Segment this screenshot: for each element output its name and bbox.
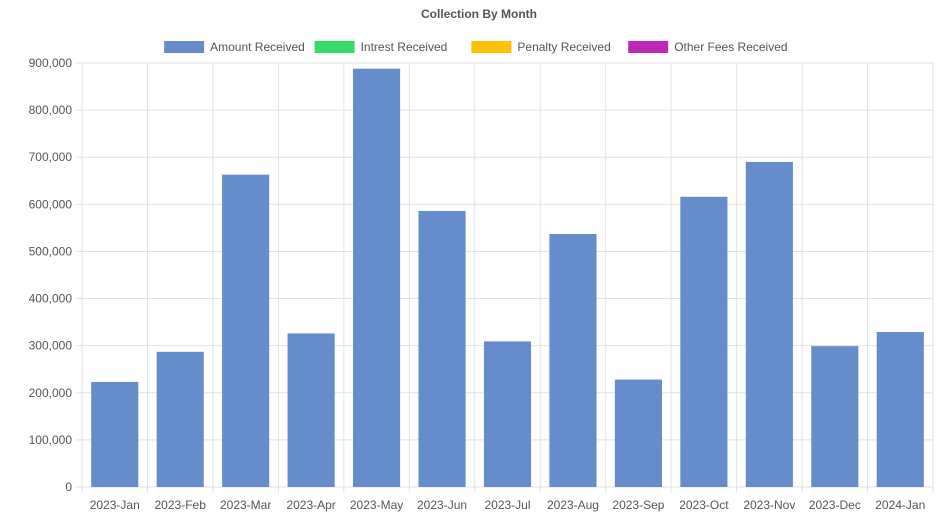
bar-2024-jan[interactable] [876,332,924,487]
bar-2023-jul[interactable] [483,341,532,487]
x-tick-label: 2023-Nov [743,498,795,512]
legend-item[interactable]: Intrest Received [314,40,448,54]
y-tick-label: 800,000 [29,103,73,117]
legend-swatch [471,41,512,53]
x-tick-label: 2023-Sep [612,498,664,512]
legend-item[interactable]: Penalty Received [471,40,611,54]
bar-2023-mar[interactable] [222,174,270,488]
bar-2023-may[interactable] [353,68,401,488]
legend-swatch [314,41,355,53]
y-tick-label: 100,000 [29,433,73,447]
x-tick-label: 2023-Jun [417,498,467,512]
y-tick-label: 0 [65,480,72,494]
bar-2023-dec[interactable] [811,346,859,487]
bar-2023-aug[interactable] [549,234,597,487]
x-tick-label: 2024-Jan [875,498,925,512]
legend-label: Amount Received [210,40,305,54]
x-tick-label: 2023-Oct [679,498,729,512]
legend-swatch [628,41,669,53]
legend-item[interactable]: Other Fees Received [628,40,788,54]
x-tick-label: 2023-Jul [484,498,530,512]
x-tick-label: 2023-Feb [155,498,207,512]
y-tick-label: 700,000 [29,150,73,164]
bar-2023-apr[interactable] [287,333,335,487]
bar-2023-sep[interactable] [614,379,662,487]
x-tick-label: 2023-Dec [809,498,861,512]
chart-title: Collection By Month [421,7,537,21]
bar-2023-nov[interactable] [745,161,793,487]
x-tick-label: 2023-May [350,498,403,512]
x-tick-label: 2023-Jan [90,498,140,512]
y-axis: 0 100,000 200,000 300,000 400,000 500,000 600,… [29,56,73,494]
bar-2023-oct[interactable] [680,196,728,487]
y-tick-label: 200,000 [29,386,73,400]
x-axis: 2023-Jan 2023-Feb 2023-Mar 2023-Apr 2023-May… [90,498,926,512]
chart-legend: Amount Received Intrest Received Penalty R… [164,40,788,54]
x-tick-label: 2023-Aug [547,498,599,512]
chart-bars [91,68,924,488]
legend-label: Other Fees Received [674,40,787,54]
bar-2023-jan[interactable] [91,381,139,487]
legend-label: Intrest Received [361,40,448,54]
y-tick-label: 300,000 [29,339,73,353]
y-tick-label: 600,000 [29,197,73,211]
x-tick-label: 2023-Mar [220,498,271,512]
chart-grid [76,62,934,493]
legend-item[interactable]: Amount Received [164,40,305,54]
y-tick-label: 900,000 [29,56,73,70]
legend-swatch [164,41,205,53]
x-tick-label: 2023-Apr [286,498,335,512]
legend-label: Penalty Received [517,40,610,54]
y-tick-label: 500,000 [29,244,73,258]
y-tick-label: 400,000 [29,292,73,306]
bar-2023-jun[interactable] [418,210,466,487]
bar-2023-feb[interactable] [156,351,204,487]
